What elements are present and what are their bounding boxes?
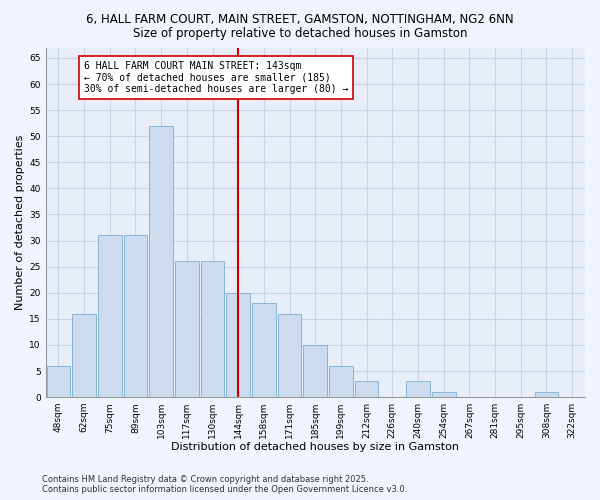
X-axis label: Distribution of detached houses by size in Gamston: Distribution of detached houses by size … — [171, 442, 459, 452]
Bar — [200, 262, 224, 397]
Bar — [226, 292, 250, 397]
Bar — [252, 303, 276, 397]
Text: Size of property relative to detached houses in Gamston: Size of property relative to detached ho… — [133, 28, 467, 40]
Y-axis label: Number of detached properties: Number of detached properties — [15, 134, 25, 310]
Text: 6, HALL FARM COURT, MAIN STREET, GAMSTON, NOTTINGHAM, NG2 6NN: 6, HALL FARM COURT, MAIN STREET, GAMSTON… — [86, 12, 514, 26]
Bar — [175, 262, 199, 397]
Bar — [329, 366, 353, 397]
Bar — [98, 236, 122, 397]
Bar — [278, 314, 301, 397]
Bar — [72, 314, 96, 397]
Bar — [535, 392, 558, 397]
Bar — [432, 392, 455, 397]
Bar — [124, 236, 147, 397]
Bar — [149, 126, 173, 397]
Bar — [406, 382, 430, 397]
Text: 6 HALL FARM COURT MAIN STREET: 143sqm
← 70% of detached houses are smaller (185): 6 HALL FARM COURT MAIN STREET: 143sqm ← … — [84, 60, 349, 94]
Text: Contains HM Land Registry data © Crown copyright and database right 2025.
Contai: Contains HM Land Registry data © Crown c… — [42, 474, 407, 494]
Bar — [355, 382, 379, 397]
Bar — [304, 345, 327, 397]
Bar — [47, 366, 70, 397]
